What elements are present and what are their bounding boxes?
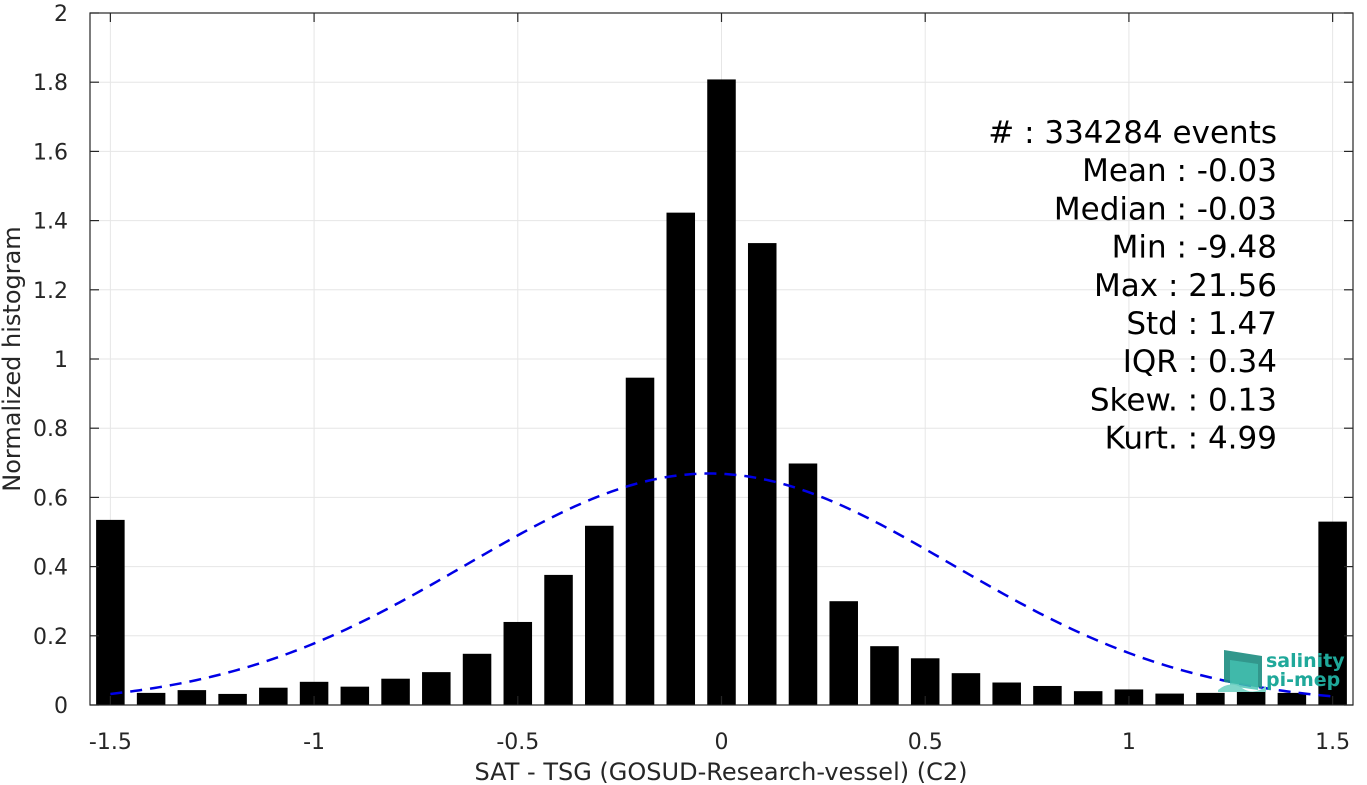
histogram-bar: [96, 519, 125, 705]
histogram-bar: [951, 673, 981, 705]
histogram-bar: [381, 678, 410, 705]
x-tick-label: -0.5: [496, 730, 539, 755]
y-tick-label: 0: [54, 694, 68, 719]
stat-line: Max : 21.56: [1094, 268, 1277, 304]
histogram-bar: [992, 682, 1021, 705]
salinity-pimep-logo-icon: [1218, 650, 1266, 692]
histogram-bar: [1155, 693, 1184, 705]
y-tick-label: 0.8: [33, 417, 68, 442]
gaussian-fit-curve: [110, 472, 1333, 698]
histogram-bar: [1318, 521, 1347, 705]
histogram-bars: [96, 79, 1347, 705]
histogram-bar: [136, 692, 166, 705]
stat-line: Median : -0.03: [1054, 191, 1277, 227]
histogram-bar: [829, 601, 858, 705]
histogram-bar: [1277, 692, 1307, 705]
histogram-bar: [177, 690, 207, 705]
histogram-bar: [218, 693, 247, 705]
y-tick-label: 1.6: [33, 140, 68, 165]
y-tick-label: 1.4: [33, 210, 68, 235]
stat-line: Std : 1.47: [1126, 306, 1277, 342]
x-tick-label: 1: [1122, 730, 1136, 755]
histogram-bar: [1033, 685, 1062, 705]
y-tick-label: 0.2: [33, 625, 68, 650]
stat-line: Mean : -0.03: [1082, 153, 1277, 189]
logo-text-pimep: pi-mep: [1266, 669, 1340, 691]
stat-line: Skew. : 0.13: [1090, 382, 1277, 418]
histogram-bar: [788, 463, 818, 705]
salinity-pimep-logo: salinity pi-mep: [1218, 650, 1345, 692]
y-tick-labels: 0 0.2 0.4 0.6 0.8 1 1.2 1.4 1.6 1.8 2: [33, 2, 68, 719]
x-tick-label: 0: [715, 730, 729, 755]
y-tick-label: 1: [54, 348, 68, 373]
histogram-bar: [544, 574, 573, 705]
histogram-bar: [462, 653, 492, 705]
histogram-bar: [503, 621, 533, 705]
histogram-bar: [870, 646, 899, 705]
stat-line: Kurt. : 4.99: [1105, 421, 1277, 457]
histogram-bar: [1196, 692, 1225, 705]
logo-text-salinity: salinity: [1266, 650, 1345, 672]
axis-ticks: [90, 12, 1353, 706]
histogram-bar: [707, 79, 736, 705]
histogram-bar: [1073, 691, 1103, 705]
histogram-bar: [340, 686, 370, 705]
x-tick-label: -1.5: [89, 730, 132, 755]
x-tick-label: 1.5: [1315, 730, 1350, 755]
x-tick-labels: -1.5 -1 -0.5 0 0.5 1 1.5: [89, 730, 1350, 755]
histogram-bar: [625, 377, 655, 705]
histogram-bar: [259, 687, 288, 705]
y-tick-label: 0.4: [33, 556, 68, 581]
y-axis-label: Normalized histogram: [0, 226, 26, 491]
histogram-bar: [422, 672, 451, 705]
y-tick-label: 1.8: [33, 71, 68, 96]
y-tick-label: 2: [54, 2, 68, 27]
histogram-bar: [666, 212, 696, 705]
stat-line: IQR : 0.34: [1123, 344, 1277, 380]
histogram-bar: [747, 243, 777, 705]
x-axis-label: SAT - TSG (GOSUD-Research-vessel) (C2): [475, 758, 968, 785]
x-tick-label: 0.5: [908, 730, 943, 755]
stat-line: Min : -9.48: [1112, 230, 1277, 266]
stat-line: # : 334284 events: [988, 115, 1277, 151]
x-tick-label: -1: [303, 730, 325, 755]
histogram-bar: [585, 525, 614, 705]
histogram-bar: [299, 681, 329, 705]
y-tick-label: 0.6: [33, 486, 68, 511]
y-tick-label: 1.2: [33, 279, 68, 304]
histogram-bar: [1236, 691, 1266, 705]
